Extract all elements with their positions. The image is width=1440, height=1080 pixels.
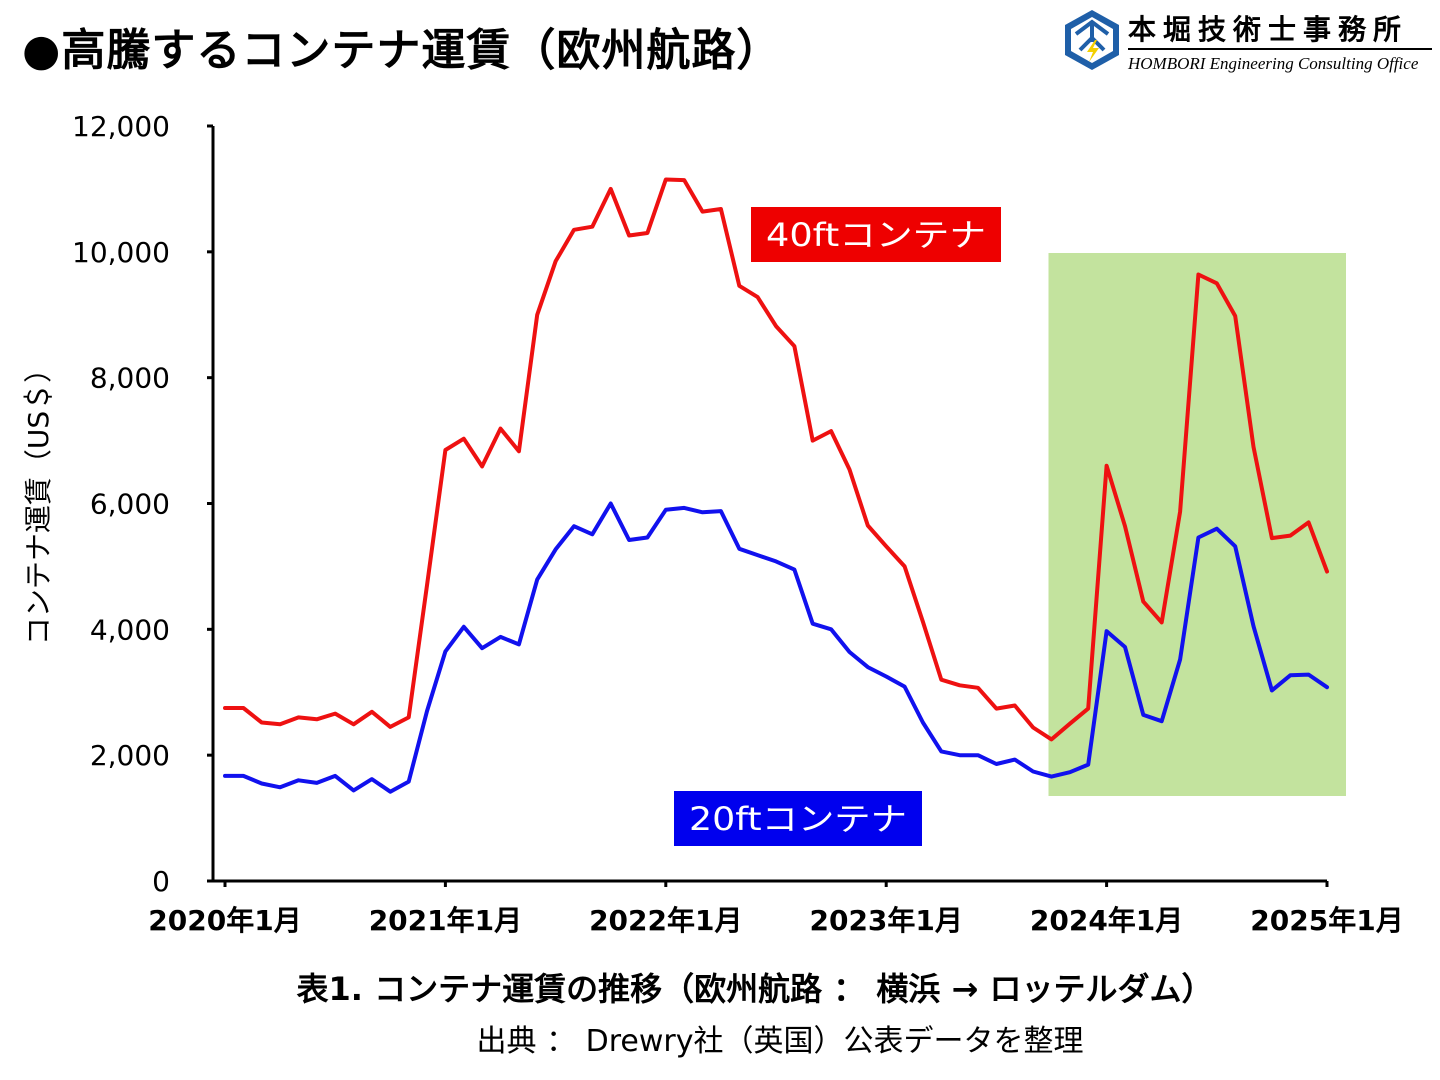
y-tick-label: 0 xyxy=(152,865,170,898)
page-title: ●高騰するコンテナ運賃（欧州航路） xyxy=(22,25,782,76)
y-tick-label: 4,000 xyxy=(90,613,170,646)
figure-caption: 表1. コンテナ運賃の推移（欧州航路 ： 横浜 → ロッテルダム） xyxy=(296,970,1214,1008)
series-label-text: 20ftコンテナ xyxy=(689,800,907,838)
series-label-40ft: 40ftコンテナ xyxy=(751,207,1001,262)
y-axis-title: コンテナ運賃（US＄） xyxy=(22,355,55,645)
company-logo: 本堀技術士事務所 HOMBORI Engineering Consulting … xyxy=(1062,8,1434,78)
x-tick-label: 2023年1月 xyxy=(809,904,962,937)
x-tick-label: 2022年1月 xyxy=(589,904,742,937)
series-line-20ft xyxy=(223,501,1329,794)
series-label-text: 40ftコンテナ xyxy=(766,216,986,254)
x-tick-label: 2025年1月 xyxy=(1250,904,1403,937)
series-label-box xyxy=(674,791,922,846)
source-note: 出典 ： Drewry社（英国）公表データを整理 xyxy=(476,1024,1084,1059)
y-tick-label: 6,000 xyxy=(90,488,170,521)
y-tick-label: 12,000 xyxy=(72,110,170,143)
x-tick-label: 2021年1月 xyxy=(369,904,522,937)
y-tick-label: 2,000 xyxy=(90,739,170,772)
y-tick-label: 10,000 xyxy=(72,236,170,269)
logo-subtitle: HOMBORI Engineering Consulting Office xyxy=(1128,54,1419,73)
y-tick-label: 8,000 xyxy=(90,362,170,395)
lightning-logo-icon xyxy=(1065,10,1119,70)
line-chart: 0 2,000 4,000 6,000 8,000 10,000 12,000 2020年1月… xyxy=(22,110,1404,937)
series-line-40ft xyxy=(223,177,1329,742)
logo-name: 本堀技術士事務所 xyxy=(1128,13,1409,46)
series-label-20ft: 20ftコンテナ xyxy=(674,791,922,846)
x-tick-label: 2020年1月 xyxy=(148,904,301,937)
x-tick-label: 2024年1月 xyxy=(1030,904,1183,937)
series-label-box xyxy=(751,207,1001,262)
logo-divider xyxy=(1128,48,1432,50)
